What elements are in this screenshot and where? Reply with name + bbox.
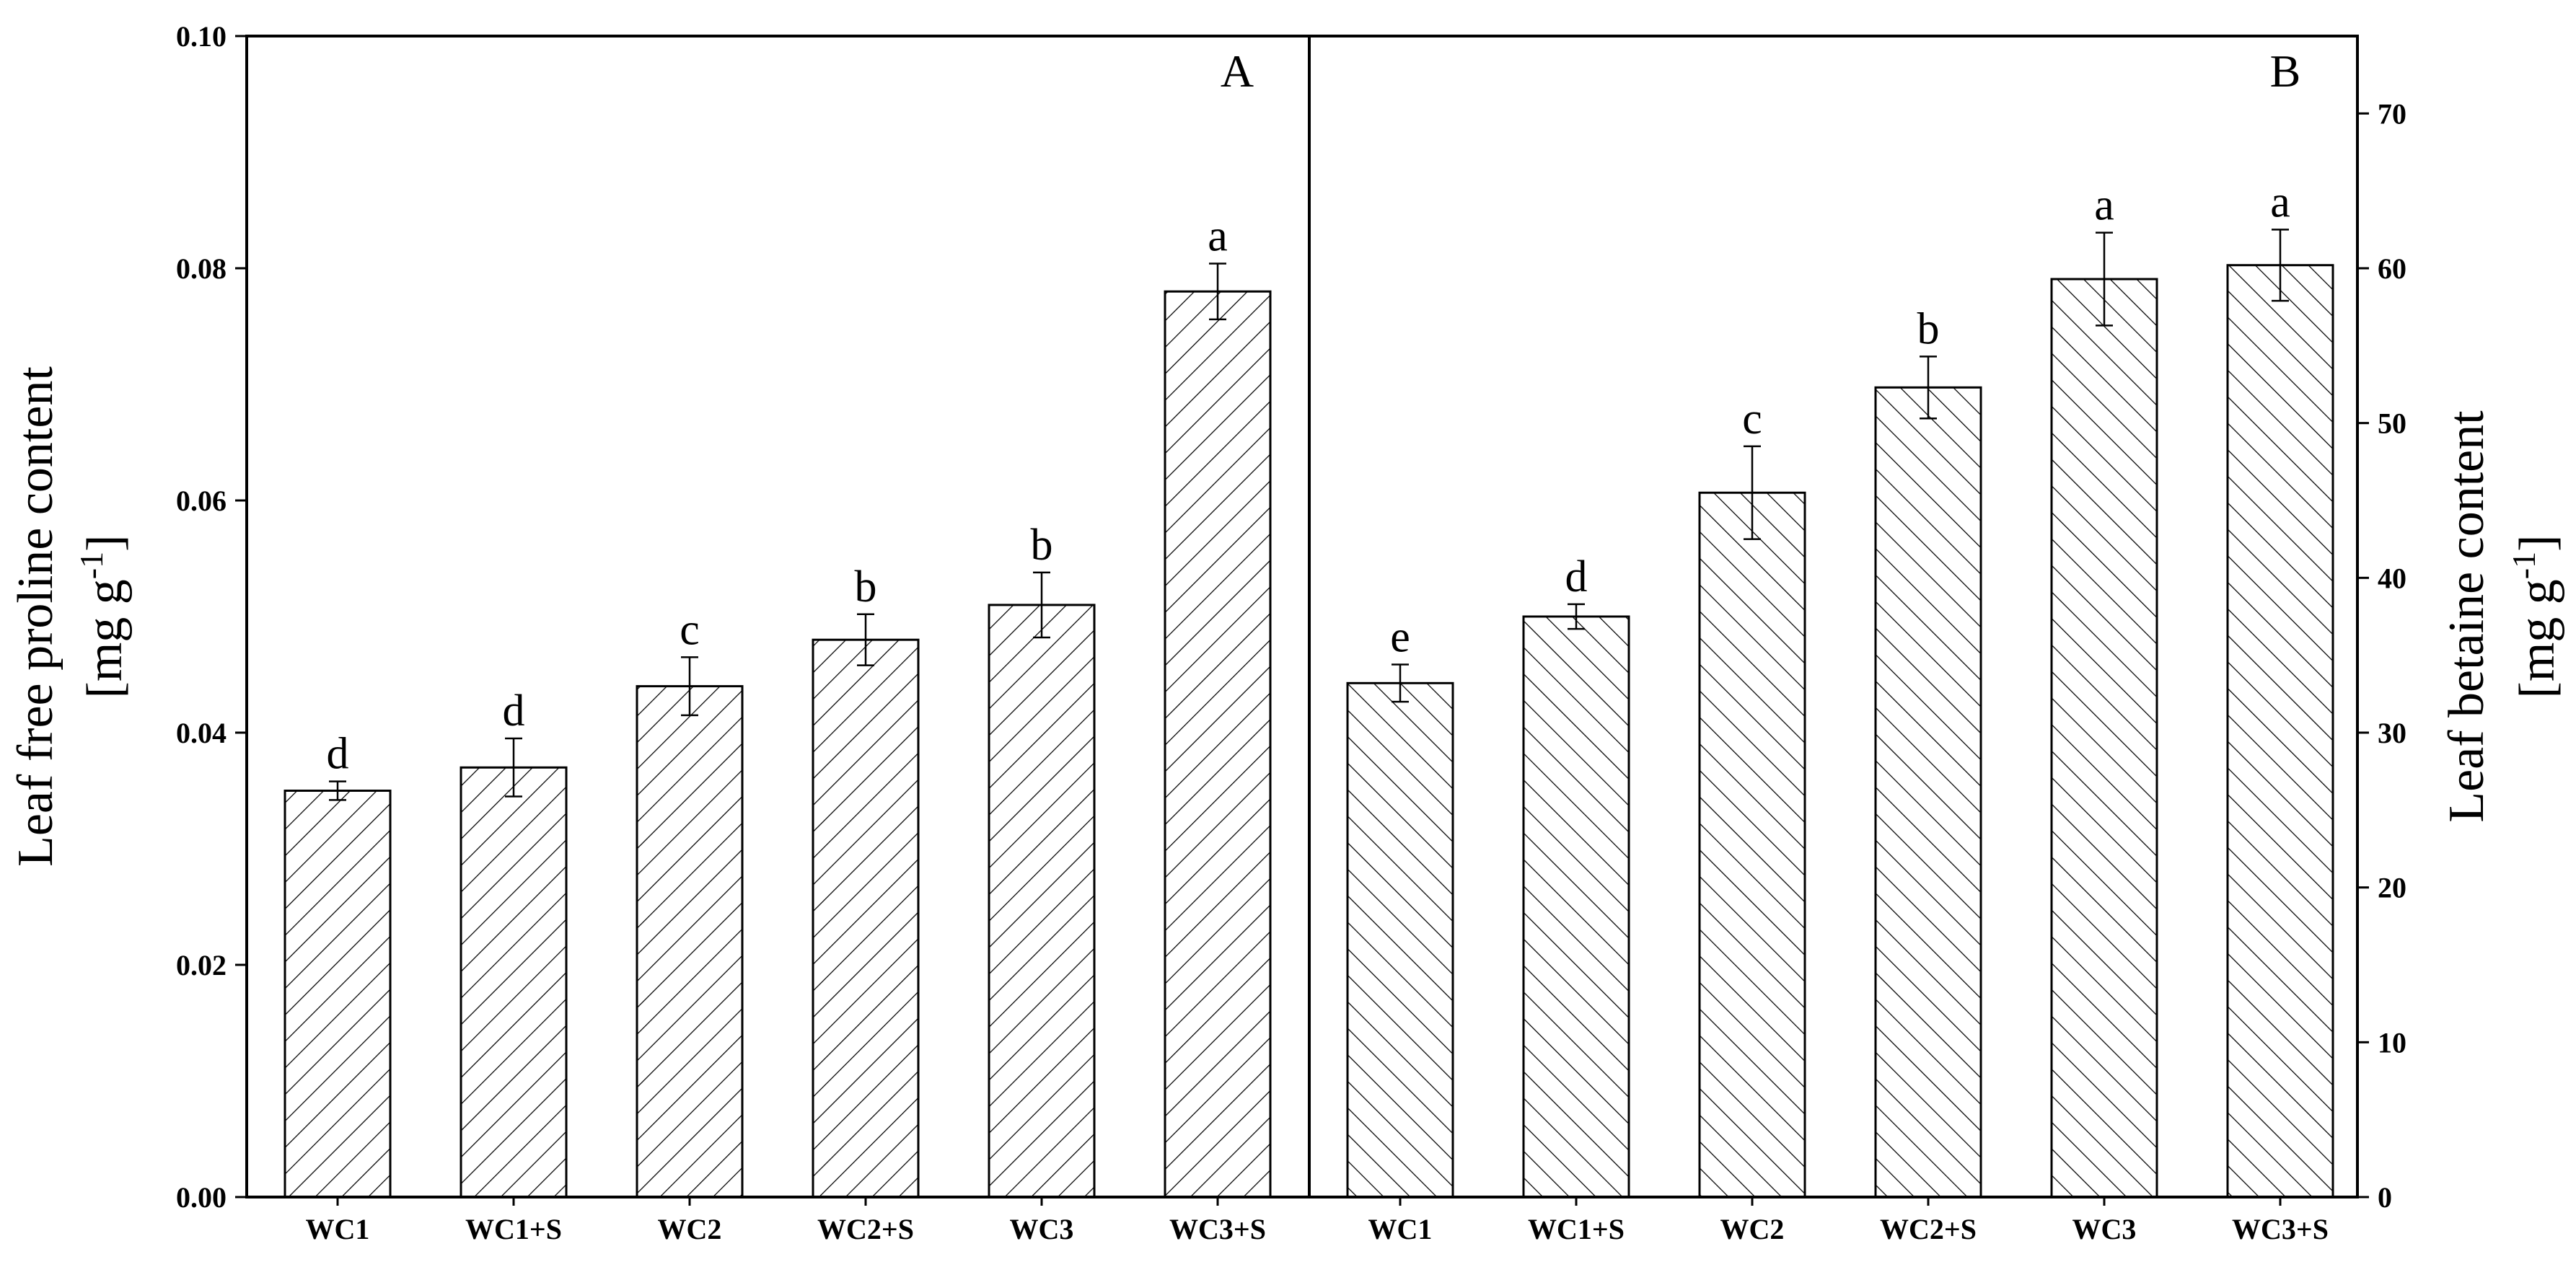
y-axis-title-left-line1: Leaf free proline content <box>8 366 63 867</box>
y-tick-label-right: 40 <box>2378 562 2406 594</box>
bar-B-WC2+S <box>1874 386 1982 1198</box>
bar-A-WC2+S <box>812 638 920 1198</box>
x-tick-label: WC2+S <box>1880 1213 1977 1245</box>
x-tick-label: WC1+S <box>465 1213 562 1245</box>
y-tick-label-left: 0.02 <box>176 949 227 981</box>
bar-B-WC3 <box>2050 278 2158 1198</box>
bar-A-WC2 <box>636 685 744 1198</box>
y-tick-label-right: 10 <box>2378 1026 2406 1059</box>
y-axis-title-right-line2: [mg g-1] <box>2505 535 2565 699</box>
significance-label: c <box>1742 394 1762 443</box>
bar-B-WC1 <box>1346 681 1454 1198</box>
x-tick-label: WC3 <box>2072 1213 2137 1245</box>
y-axis-title-left-line2: [mg g-1] <box>73 535 133 699</box>
significance-label: a <box>1208 212 1228 261</box>
y-axis-title-left-unit-sup: -1 <box>73 552 110 579</box>
significance-label: b <box>1031 521 1053 570</box>
y-tick-label-right: 60 <box>2378 252 2406 285</box>
significance-label: c <box>680 605 700 654</box>
x-tick-label: WC2 <box>1720 1213 1785 1245</box>
y-tick-label-right: 30 <box>2378 717 2406 749</box>
significance-label: d <box>1565 552 1588 601</box>
significance-label: a <box>2094 181 2114 230</box>
y-tick-label-left: 0.00 <box>176 1181 227 1214</box>
y-tick-label-right: 20 <box>2378 872 2406 904</box>
y-tick-label-left: 0.10 <box>176 20 227 53</box>
y-axis-title-right-unit-close: ] <box>2510 535 2565 552</box>
y-axis-title-right: Leaf betaine content [mg g-1] <box>2439 410 2565 823</box>
y-axis-title-left-unit-close: ] <box>77 535 133 552</box>
bar-A-WC1 <box>283 790 392 1198</box>
x-tick-label: WC2 <box>658 1213 722 1245</box>
y-axis-title-left-unit: [mg g <box>77 579 133 698</box>
bar-A-WC3 <box>988 604 1096 1198</box>
y-axis-title-right-unit-sup: -1 <box>2505 552 2542 579</box>
bar-B-WC3+S <box>2226 264 2334 1198</box>
y-tick-label-left: 0.06 <box>176 485 227 517</box>
significance-label: b <box>1917 304 1940 353</box>
y-axis-title-left: Leaf free proline content [mg g-1] <box>8 366 133 867</box>
x-tick-label: WC1 <box>1368 1213 1433 1245</box>
y-tick-label-right: 50 <box>2378 407 2406 440</box>
y-tick-label-right: 70 <box>2378 97 2406 130</box>
y-axis-title-right-unit: [mg g <box>2510 579 2565 698</box>
x-tick-label: WC1+S <box>1528 1213 1625 1245</box>
x-tick-label: WC2+S <box>817 1213 914 1245</box>
bar-B-WC1+S <box>1522 615 1630 1198</box>
y-tick-label-left: 0.08 <box>176 252 227 285</box>
significance-label: d <box>327 730 349 779</box>
x-tick-label: WC1 <box>306 1213 370 1245</box>
significance-label: a <box>2270 177 2290 226</box>
x-tick-label: WC3+S <box>1169 1213 1266 1245</box>
bar-A-WC3+S <box>1164 290 1272 1198</box>
plot-frame <box>245 35 2359 1198</box>
x-tick-label: WC3+S <box>2232 1213 2329 1245</box>
panel-label: A <box>1221 45 1254 97</box>
significance-label: d <box>503 687 525 736</box>
significance-label: b <box>855 562 877 612</box>
y-tick-label-left: 0.04 <box>176 717 227 749</box>
bar-B-WC2 <box>1698 491 1806 1198</box>
significance-label: e <box>1390 613 1410 662</box>
x-tick-label: WC3 <box>1010 1213 1074 1245</box>
bar-A-WC1+S <box>460 766 568 1198</box>
y-tick-label-right: 0 <box>2378 1181 2392 1214</box>
y-axis-title-right-line1: Leaf betaine content <box>2439 410 2494 823</box>
panel-label: B <box>2270 45 2301 97</box>
